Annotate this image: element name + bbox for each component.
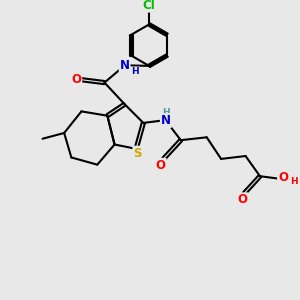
Text: O: O — [156, 159, 166, 172]
Text: O: O — [238, 193, 248, 206]
Text: N: N — [161, 114, 171, 127]
Text: O: O — [71, 73, 81, 86]
Text: Cl: Cl — [143, 0, 155, 12]
Text: S: S — [133, 147, 142, 160]
Text: H: H — [290, 177, 298, 186]
Text: H: H — [162, 108, 169, 117]
Text: N: N — [120, 59, 130, 72]
Text: O: O — [278, 171, 288, 184]
Text: H: H — [131, 68, 139, 76]
